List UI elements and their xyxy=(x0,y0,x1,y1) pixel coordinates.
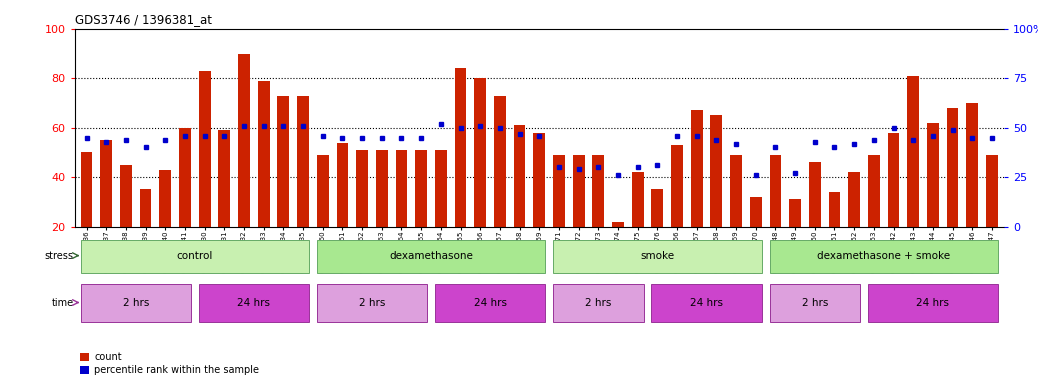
Bar xyxy=(809,162,821,276)
Bar xyxy=(947,108,958,276)
Text: 2 hrs: 2 hrs xyxy=(801,298,828,308)
Bar xyxy=(474,78,486,276)
Bar xyxy=(356,150,368,276)
Bar xyxy=(769,155,782,276)
Text: 24 hrs: 24 hrs xyxy=(917,298,950,308)
Bar xyxy=(455,68,466,276)
Bar xyxy=(179,127,191,276)
Bar xyxy=(986,155,998,276)
FancyBboxPatch shape xyxy=(769,240,998,273)
Bar xyxy=(277,96,290,276)
FancyBboxPatch shape xyxy=(317,284,427,323)
Text: 2 hrs: 2 hrs xyxy=(122,298,148,308)
Bar xyxy=(415,150,427,276)
Bar xyxy=(966,103,978,276)
Text: time: time xyxy=(52,298,74,308)
FancyBboxPatch shape xyxy=(553,240,762,273)
FancyBboxPatch shape xyxy=(769,284,861,323)
Bar xyxy=(652,189,663,276)
FancyBboxPatch shape xyxy=(317,240,545,273)
Bar xyxy=(593,155,604,276)
Text: dexamethasone: dexamethasone xyxy=(389,251,473,261)
Bar xyxy=(730,155,742,276)
FancyBboxPatch shape xyxy=(81,240,309,273)
Bar xyxy=(534,132,545,276)
Bar xyxy=(553,155,565,276)
Bar xyxy=(828,192,841,276)
Bar xyxy=(514,125,525,276)
Bar xyxy=(376,150,387,276)
Text: 24 hrs: 24 hrs xyxy=(473,298,507,308)
Text: stress: stress xyxy=(45,251,74,261)
Bar xyxy=(435,150,446,276)
Legend: count, percentile rank within the sample: count, percentile rank within the sample xyxy=(80,353,260,375)
Text: GDS3746 / 1396381_at: GDS3746 / 1396381_at xyxy=(75,13,212,26)
FancyBboxPatch shape xyxy=(198,284,309,323)
FancyBboxPatch shape xyxy=(652,284,762,323)
Bar xyxy=(612,222,624,276)
Bar xyxy=(238,53,250,276)
Text: control: control xyxy=(176,251,213,261)
Bar xyxy=(494,96,506,276)
Bar xyxy=(297,96,309,276)
Bar xyxy=(198,71,211,276)
Bar xyxy=(395,150,407,276)
FancyBboxPatch shape xyxy=(553,284,644,323)
Bar xyxy=(257,81,270,276)
Bar xyxy=(336,142,349,276)
Text: 2 hrs: 2 hrs xyxy=(359,298,385,308)
FancyBboxPatch shape xyxy=(81,284,191,323)
Bar xyxy=(710,115,722,276)
Bar xyxy=(789,199,801,276)
Bar xyxy=(573,155,584,276)
Bar xyxy=(927,123,938,276)
Text: 2 hrs: 2 hrs xyxy=(585,298,611,308)
FancyBboxPatch shape xyxy=(868,284,998,323)
Text: 24 hrs: 24 hrs xyxy=(238,298,270,308)
Bar xyxy=(140,189,152,276)
Bar xyxy=(81,152,92,276)
Text: dexamethasone + smoke: dexamethasone + smoke xyxy=(817,251,950,261)
Bar xyxy=(317,155,329,276)
Text: 24 hrs: 24 hrs xyxy=(690,298,723,308)
Bar xyxy=(749,197,762,276)
Bar xyxy=(691,110,703,276)
Bar xyxy=(160,170,171,276)
Bar xyxy=(907,76,919,276)
Bar xyxy=(672,145,683,276)
Bar xyxy=(632,172,644,276)
Bar xyxy=(848,172,861,276)
Bar xyxy=(868,155,880,276)
Text: smoke: smoke xyxy=(640,251,675,261)
Bar xyxy=(120,165,132,276)
Bar xyxy=(101,140,112,276)
Bar xyxy=(218,130,230,276)
Bar xyxy=(887,132,900,276)
FancyBboxPatch shape xyxy=(435,284,545,323)
